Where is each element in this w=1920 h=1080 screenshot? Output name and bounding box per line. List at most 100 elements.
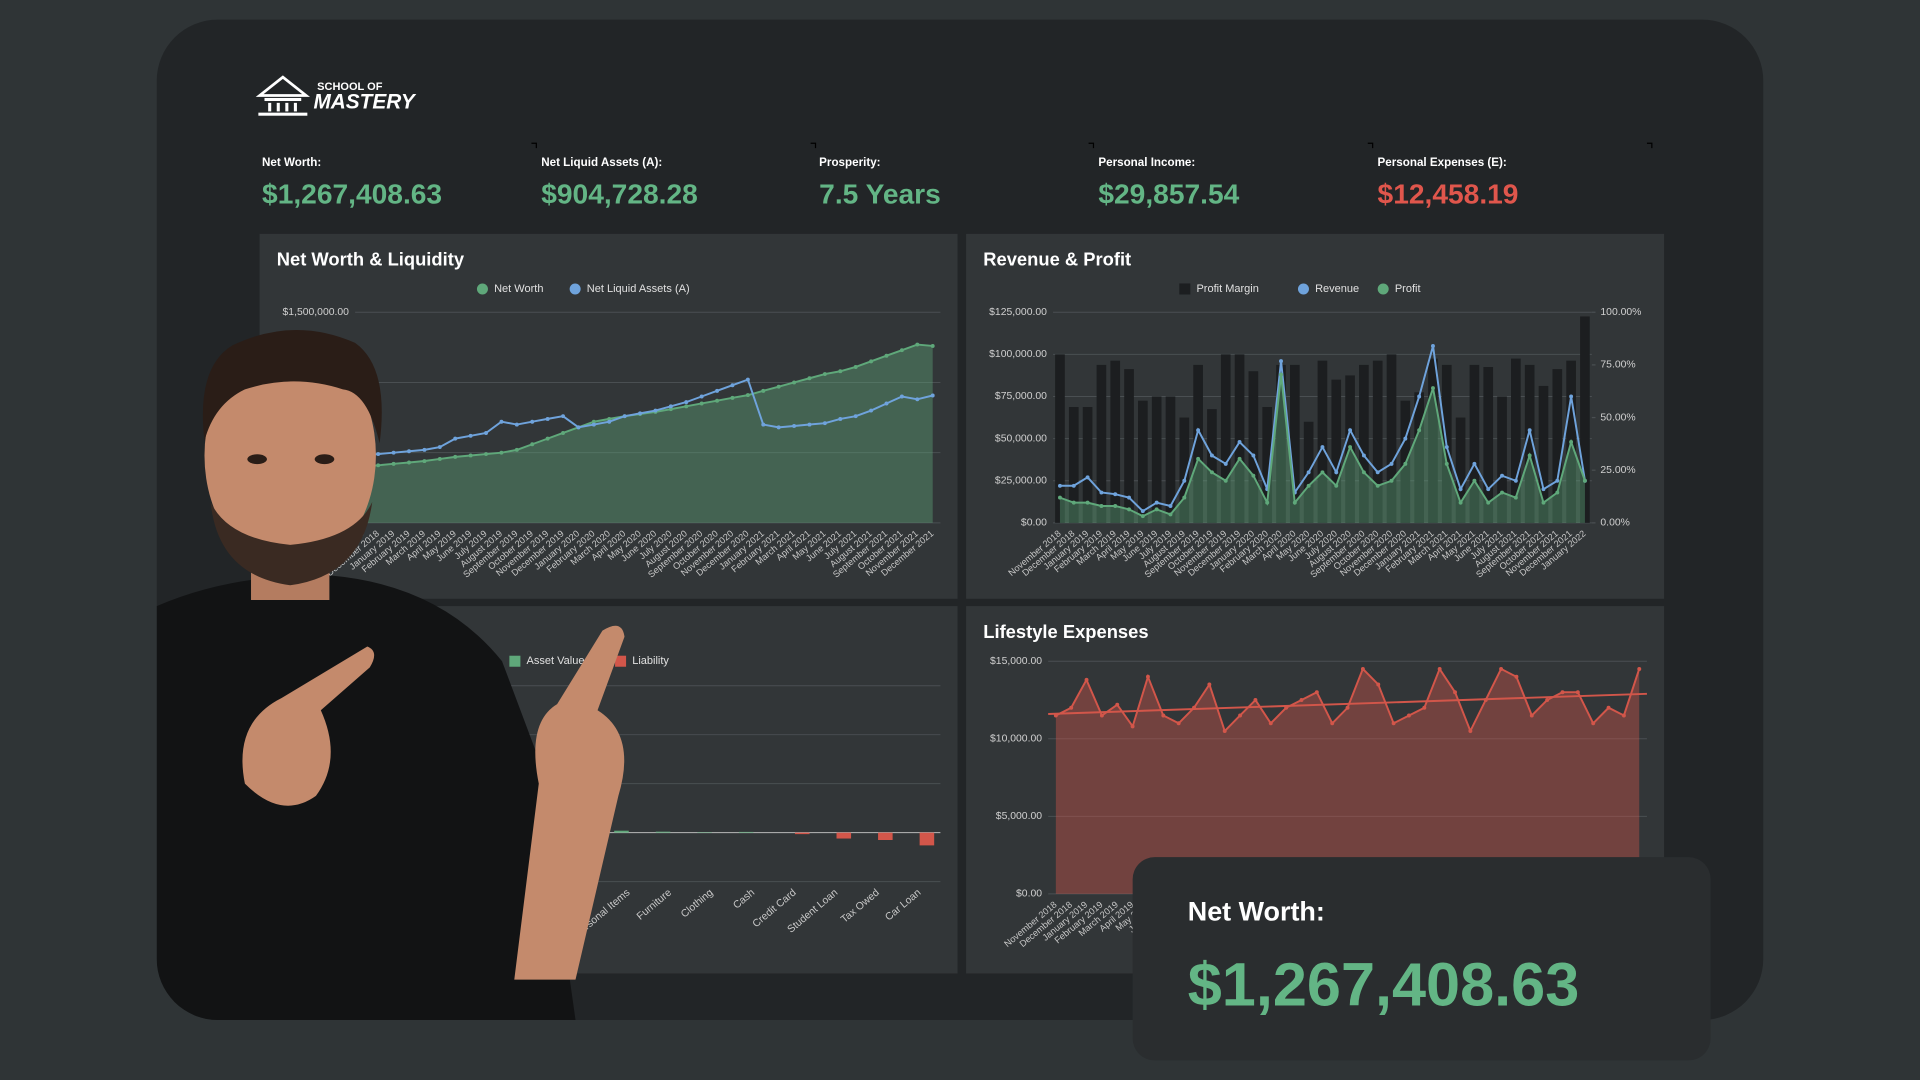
kpi-corner [1088, 142, 1095, 149]
legend-swatch [476, 283, 488, 295]
point [1058, 483, 1062, 488]
point [1361, 470, 1366, 475]
logo-pillar [276, 102, 280, 112]
presenter-eye [314, 454, 335, 465]
legend-swatch [615, 655, 627, 667]
kpi-value: $1,267,408.63 [262, 178, 442, 209]
point [1253, 698, 1258, 702]
kpi-label: Net Liquid Assets (A): [541, 156, 662, 169]
point [1058, 495, 1062, 500]
point [761, 422, 766, 427]
point [1154, 500, 1159, 505]
point [437, 445, 442, 449]
point [437, 457, 442, 461]
bar [1276, 364, 1286, 523]
kpi-value: 7.5 Years [819, 178, 941, 209]
point [1591, 721, 1596, 726]
point [1529, 713, 1534, 718]
point [1472, 478, 1477, 483]
point [884, 401, 889, 406]
point [545, 416, 550, 421]
y2-tick-label: 50.00% [1600, 412, 1635, 423]
point [915, 397, 920, 402]
point [730, 383, 735, 388]
point [1099, 504, 1104, 508]
point [1348, 428, 1353, 433]
point [1360, 667, 1365, 671]
point [1127, 495, 1132, 500]
point [1391, 721, 1396, 726]
kpi-value: $12,458.19 [1378, 178, 1519, 209]
y-tick-label: $15,000.00 [990, 656, 1042, 667]
overlay-value: $1,267,408.63 [1188, 951, 1580, 1019]
overlay-label: Net Worth: [1188, 897, 1325, 927]
point [391, 450, 396, 455]
point [776, 425, 781, 430]
point [1555, 490, 1560, 495]
point [730, 395, 735, 400]
point [1389, 461, 1394, 466]
point [1223, 461, 1228, 466]
presenter-shirt [156, 575, 576, 1020]
point [391, 461, 396, 466]
point [545, 436, 550, 441]
point [530, 442, 535, 447]
bar [1386, 354, 1397, 523]
point [715, 388, 720, 393]
legend-label: Liability [632, 655, 669, 667]
logo: SCHOOL OF MASTERY [255, 75, 417, 116]
point [1251, 473, 1256, 478]
bar [1317, 360, 1328, 523]
point [869, 359, 874, 364]
point [1500, 473, 1504, 478]
point [1268, 721, 1273, 726]
point [1422, 705, 1427, 710]
point [1555, 478, 1560, 483]
point [792, 380, 797, 385]
point [1458, 500, 1463, 505]
point [422, 447, 427, 452]
y2-tick-label: 0.00% [1600, 518, 1629, 529]
point [1513, 478, 1518, 483]
point [822, 372, 827, 376]
y-tick-label: $1,500,000.00 [283, 307, 350, 318]
point [1621, 713, 1626, 718]
point [530, 419, 535, 424]
presenter [156, 329, 625, 1020]
point [422, 459, 427, 464]
point [1279, 359, 1283, 364]
point [453, 436, 458, 441]
bar [1469, 364, 1480, 523]
point [1527, 453, 1532, 458]
y-tick-label: $10,000.00 [990, 734, 1042, 745]
point [1407, 713, 1411, 718]
kpi-corner [531, 142, 537, 149]
point [1306, 470, 1311, 475]
point [1223, 478, 1228, 483]
brand-main: MASTERY [313, 90, 416, 113]
point [1071, 500, 1076, 505]
point [1161, 713, 1166, 718]
area [362, 344, 933, 523]
kpi-label: Personal Income: [1098, 156, 1195, 169]
chart-title: Lifestyle Expenses [983, 621, 1148, 642]
point [1069, 705, 1074, 710]
point [838, 416, 843, 421]
point [1154, 507, 1159, 512]
bar [614, 830, 629, 833]
point [1182, 478, 1187, 483]
point [1345, 705, 1350, 710]
chart-panel: Revenue & Profit $0.00 $25,000.00 $50,000.0… [966, 233, 1665, 599]
point [1127, 507, 1132, 512]
bar [1538, 385, 1549, 523]
kpi-corner [810, 142, 817, 149]
point [468, 433, 473, 438]
point [561, 431, 565, 435]
y2-tick-label: 100.00% [1600, 307, 1641, 318]
bar [1511, 358, 1521, 523]
point [1168, 512, 1173, 517]
point [1453, 690, 1457, 695]
point [1168, 504, 1173, 508]
point [1237, 440, 1242, 444]
point [1237, 456, 1242, 461]
